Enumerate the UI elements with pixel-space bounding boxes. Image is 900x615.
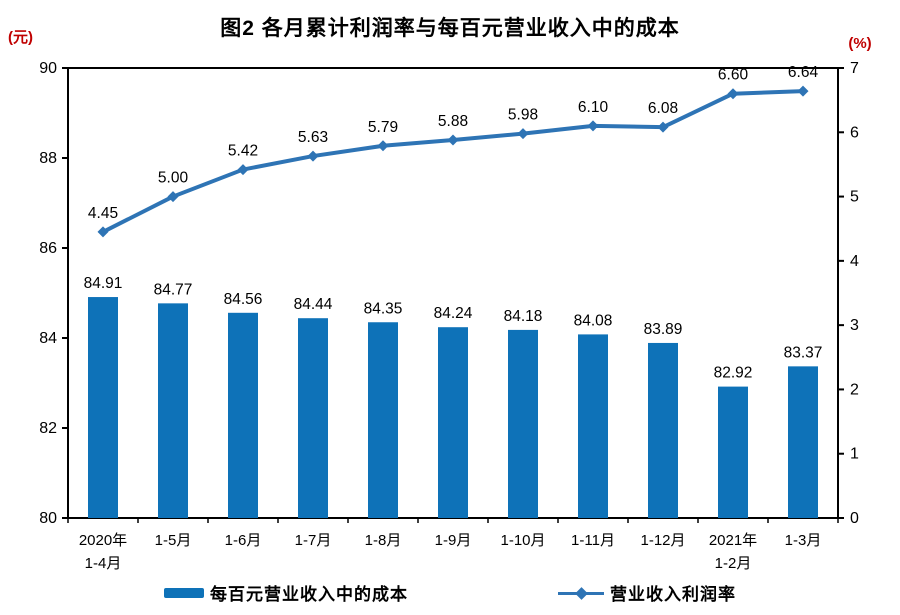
line-marker-diamond-icon [517, 128, 529, 140]
bar [788, 366, 818, 518]
line-marker-diamond-icon [447, 134, 459, 146]
x-axis-category-label: 1-7月 [295, 532, 332, 549]
x-axis-category-label: 1-3月 [785, 532, 822, 549]
x-axis-category-label: 2020年 [79, 532, 127, 549]
diamond-marker-icon [575, 586, 588, 600]
x-axis-category-label: 1-12月 [640, 532, 685, 549]
bar-value-label: 84.08 [574, 312, 613, 329]
bar [158, 303, 188, 518]
line-marker-diamond-icon [167, 191, 179, 203]
line-value-label: 6.60 [718, 67, 749, 84]
left-axis-tick-label: 80 [39, 510, 57, 527]
bar-value-label: 83.37 [784, 344, 823, 361]
line-marker-diamond-icon [307, 150, 319, 162]
right-axis-tick-label: 2 [850, 381, 859, 398]
line-marker-diamond-icon [727, 88, 739, 100]
chart-legend: 每百元营业收入中的成本 营业收入利润率 [0, 580, 900, 605]
bar-series-legend-label: 每百元营业收入中的成本 [210, 585, 408, 604]
line-series-legend-label: 营业收入利润率 [610, 585, 736, 604]
left-axis-tick-label: 86 [39, 240, 57, 257]
bar [228, 312, 258, 518]
x-axis-category-label: 1-9月 [435, 532, 472, 549]
x-axis-category-label: 1-5月 [155, 532, 192, 549]
bar [508, 329, 538, 518]
x-axis-category-label: 2021年 [709, 532, 757, 549]
x-axis-category-label: 1-8月 [365, 532, 402, 549]
bar [88, 297, 118, 518]
bar [718, 386, 748, 518]
bar-value-label: 83.89 [644, 321, 683, 338]
bar-value-label: 84.35 [364, 300, 403, 317]
bar [438, 327, 468, 518]
line-value-label: 4.45 [88, 205, 118, 222]
bar [368, 322, 398, 518]
left-axis-tick-label: 88 [39, 150, 57, 167]
left-axis-tick-label: 82 [39, 420, 57, 437]
bar-value-label: 84.24 [434, 305, 473, 322]
bar [578, 334, 608, 518]
line-value-label: 5.88 [438, 113, 468, 130]
bar-value-label: 84.56 [224, 291, 263, 308]
right-axis-tick-label: 4 [850, 253, 859, 270]
line-marker-diamond-icon [377, 140, 389, 152]
right-axis-tick-label: 6 [850, 124, 859, 141]
line-marker-diamond-icon [797, 85, 809, 97]
left-axis-tick-label: 90 [39, 60, 57, 77]
line-marker-diamond-icon [97, 226, 109, 238]
plot-area: 80 82 84 86 88 90 0 1 2 3 4 5 6 7 84.91 84.77 84.56 84.44… [39, 60, 859, 572]
left-axis-tick-label: 84 [39, 330, 57, 347]
right-axis-tick-label: 3 [850, 317, 859, 334]
legend-item-profit-rate: 营业收入利润率 [558, 580, 736, 605]
bar-value-label: 84.18 [504, 308, 543, 325]
x-axis-category-label: 1-11月 [571, 532, 615, 549]
right-axis-tick-label: 5 [850, 189, 859, 206]
bar-value-label: 82.92 [714, 365, 753, 382]
line-value-label: 5.79 [368, 119, 398, 136]
chart-canvas: (元) (%) 80 82 84 86 88 90 0 1 2 3 4 5 6 7 84.91 84.77 84… [8, 29, 872, 572]
line-value-label: 5.00 [158, 170, 189, 187]
line-value-label: 5.98 [508, 107, 538, 124]
line-value-label: 5.63 [298, 129, 328, 146]
bar-value-label: 84.77 [154, 281, 193, 298]
legend-item-cost: 每百元营业收入中的成本 [164, 580, 408, 605]
bar-value-label: 84.91 [84, 275, 123, 292]
line-value-label: 5.42 [228, 143, 258, 160]
bar-series-swatch-icon [164, 587, 204, 598]
bar [298, 318, 328, 518]
right-axis-tick-label: 7 [850, 60, 859, 77]
line-marker-diamond-icon [237, 164, 249, 176]
line-value-label: 6.64 [788, 64, 819, 81]
line-marker-diamond-icon [657, 121, 669, 133]
x-axis-category-label: 1-10月 [500, 532, 545, 549]
bar [648, 342, 678, 518]
bar-value-label: 84.44 [294, 296, 333, 313]
line-series-swatch-icon [558, 586, 604, 600]
line-marker-diamond-icon [587, 120, 599, 132]
x-axis-category-label: 1-4月 [85, 555, 122, 572]
chart-title: 图2 各月累计利润率与每百元营业收入中的成本 [220, 17, 680, 40]
right-axis-tick-label: 1 [850, 446, 859, 463]
line-value-label: 6.08 [648, 100, 678, 117]
right-axis-tick-label: 0 [850, 510, 859, 527]
line-value-label: 6.10 [578, 99, 609, 116]
right-axis-unit-label: (%) [848, 35, 871, 52]
left-axis-unit-label: (元) [8, 29, 33, 46]
x-axis-category-label: 1-6月 [225, 532, 262, 549]
x-axis-category-label: 1-2月 [715, 555, 752, 572]
